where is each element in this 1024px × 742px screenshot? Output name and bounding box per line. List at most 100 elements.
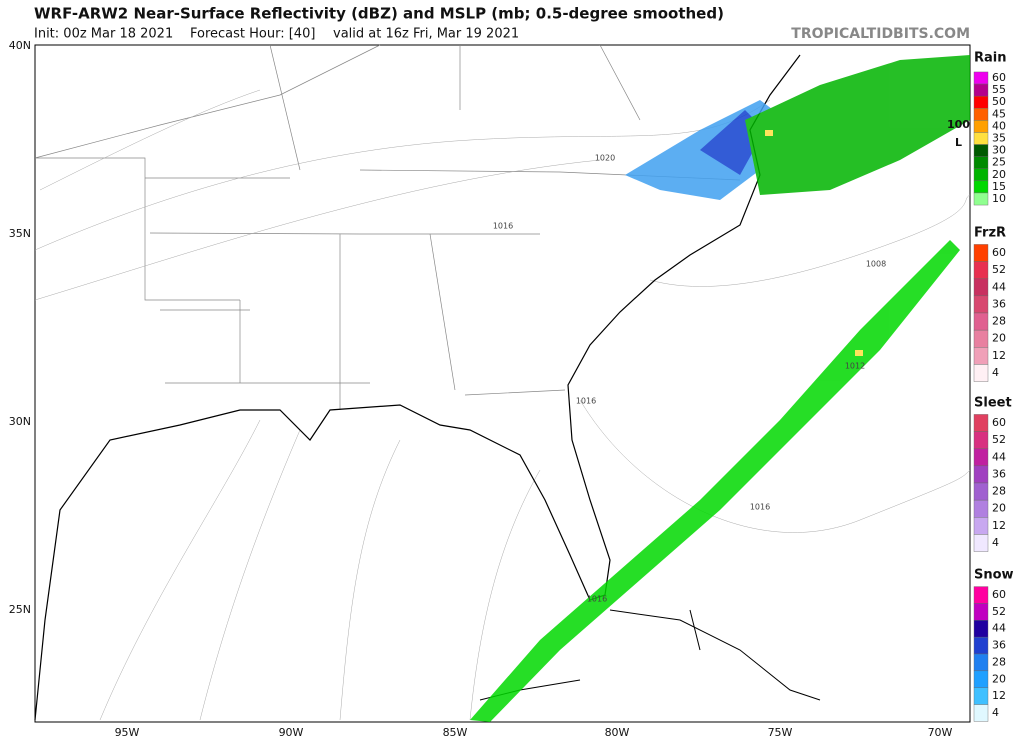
legend-title: Sleet (974, 396, 1012, 411)
valid-time: valid at 16z Fri, Mar 19 2021 (333, 27, 519, 42)
legend-label: 12 (992, 689, 1006, 702)
lat-label: 40N (9, 39, 31, 52)
isobar-labels: 1020 1016 1016 1008 1012 1016 1016 (493, 154, 886, 604)
legend-swatch (973, 83, 989, 97)
legend-swatch (973, 108, 989, 121)
legend-swatch (973, 261, 989, 279)
lon-label: 85W (443, 726, 468, 739)
legend-swatch (973, 586, 989, 604)
legend: Rain6055504540353025201510FrzR6052443628… (973, 51, 1014, 722)
legend-label: 12 (992, 349, 1006, 362)
legend-swatch (973, 431, 989, 449)
legend-label: 44 (992, 450, 1006, 463)
lat-label: 30N (9, 415, 31, 428)
legend-label: 10 (992, 192, 1006, 205)
legend-swatch (973, 329, 989, 348)
legend-swatch (973, 670, 989, 688)
lon-label: 90W (279, 726, 304, 739)
legend-label: 20 (992, 502, 1006, 515)
legend-swatch (973, 636, 989, 655)
legend-label: 20 (992, 672, 1006, 685)
legend-swatch (973, 704, 989, 722)
legend-label: 45 (992, 107, 1006, 120)
isobar-label: 1016 (750, 503, 770, 512)
legend-label: 52 (992, 433, 1006, 446)
legend-label: 60 (992, 246, 1006, 259)
legend-label: 40 (992, 119, 1006, 132)
legend-label: 36 (992, 297, 1006, 310)
isobar-label: 1016 (587, 595, 607, 604)
low-label: L (955, 136, 962, 149)
legend-swatch (973, 295, 989, 314)
legend-swatch (973, 312, 989, 331)
lon-label: 95W (115, 726, 140, 739)
legend-label: 35 (992, 132, 1006, 145)
legend-label: 30 (992, 144, 1006, 157)
legend-label: 52 (992, 605, 1006, 618)
legend-swatch (973, 603, 989, 621)
legend-label: 25 (992, 156, 1006, 169)
legend-swatch (973, 278, 989, 297)
legend-swatch (973, 414, 989, 432)
isobar-label: 1012 (845, 362, 865, 371)
precipitation (470, 55, 970, 722)
site: TROPICALTIDBITS.COM (791, 26, 970, 42)
legend-swatch (973, 144, 989, 157)
lon-label: 75W (768, 726, 793, 739)
isobar-label: 1016 (493, 222, 513, 231)
low-pressure: 100 (947, 118, 970, 131)
lat-label: 25N (9, 603, 31, 616)
legend-label: 12 (992, 519, 1006, 532)
axis-labels: 40N 35N 30N 25N 95W 90W 85W 80W 75W 70W (9, 39, 953, 739)
legend-title: Snow (974, 568, 1014, 583)
init: Init: 00z Mar 18 2021 (34, 27, 173, 42)
legend-label: 4 (992, 366, 999, 379)
legend-title: FrzR (974, 226, 1006, 241)
legend-swatch (973, 687, 989, 705)
legend-label: 55 (992, 83, 1006, 96)
legend-swatch (973, 465, 989, 484)
legend-swatch (973, 244, 989, 262)
legend-label: 28 (992, 655, 1006, 668)
lon-label: 80W (605, 726, 630, 739)
legend-swatch (973, 347, 989, 365)
legend-label: 4 (992, 706, 999, 719)
legend-swatch (973, 517, 989, 535)
legend-label: 44 (992, 280, 1006, 293)
legend-swatch (973, 120, 989, 133)
legend-label: 28 (992, 485, 1006, 498)
legend-label: 20 (992, 168, 1006, 181)
lat-label: 35N (9, 227, 31, 240)
isobar-label: 1016 (576, 397, 596, 406)
legend-swatch (973, 71, 989, 85)
legend-label: 60 (992, 71, 1006, 84)
legend-swatch (973, 653, 989, 672)
legend-label: 4 (992, 536, 999, 549)
legend-swatch (973, 534, 989, 552)
legend-swatch (973, 95, 989, 109)
legend-label: 50 (992, 95, 1006, 108)
legend-label: 60 (992, 416, 1006, 429)
legend-swatch (973, 499, 989, 518)
legend-label: 44 (992, 622, 1006, 635)
isobar-label: 1020 (595, 154, 615, 163)
legend-label: 28 (992, 315, 1006, 328)
legend-swatch (973, 180, 989, 194)
legend-swatch (973, 364, 989, 382)
legend-label: 15 (992, 180, 1006, 193)
lon-label: 70W (928, 726, 953, 739)
map (34, 44, 971, 723)
legend-swatch (973, 132, 989, 145)
legend-swatch (973, 156, 989, 169)
legend-label: 60 (992, 588, 1006, 601)
legend-swatch (973, 620, 989, 638)
legend-swatch (973, 168, 989, 182)
isobar-label: 1008 (866, 260, 886, 269)
legend-label: 52 (992, 263, 1006, 276)
legend-title: Rain (974, 51, 1007, 66)
legend-swatch (973, 482, 989, 501)
legend-swatch (973, 192, 989, 206)
legend-label: 36 (992, 639, 1006, 652)
legend-swatch (973, 448, 989, 467)
